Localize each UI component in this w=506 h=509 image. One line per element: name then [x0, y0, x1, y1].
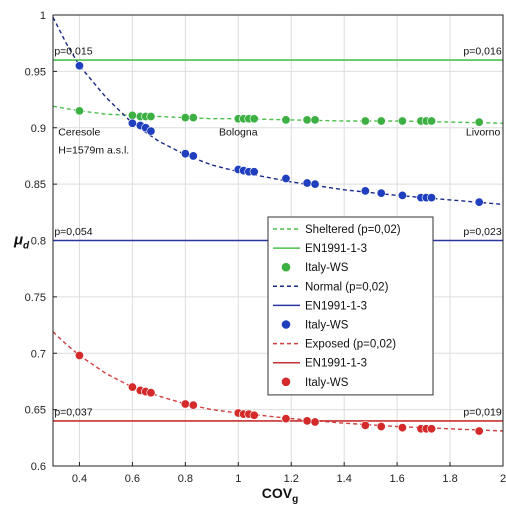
data-point — [188, 400, 198, 410]
data-point — [127, 118, 137, 128]
data-point — [249, 167, 259, 177]
legend-label: Italy-WS — [305, 262, 349, 274]
data-point — [427, 193, 437, 203]
x-tick-label: 2 — [500, 473, 506, 485]
legend-label: Italy-WS — [305, 377, 349, 389]
data-point — [188, 113, 198, 123]
y-tick-label: 0.95 — [25, 66, 46, 78]
axis-titles: COVg μd — [13, 232, 298, 506]
data-point — [397, 190, 407, 200]
data-point — [474, 197, 484, 207]
annotation-label: Livorno — [466, 127, 501, 139]
data-point — [281, 414, 291, 424]
x-tick-label: 1.8 — [442, 473, 457, 485]
data-point — [281, 115, 291, 125]
series-points — [74, 61, 484, 436]
x-tick-label: 0.6 — [125, 473, 140, 485]
legend-label: Sheltered (p=0,02) — [305, 224, 401, 236]
data-point — [474, 426, 484, 436]
data-point — [127, 382, 137, 392]
annotation-label: p=0,016 — [463, 45, 501, 57]
data-point — [74, 106, 84, 116]
data-point — [310, 115, 320, 125]
annotation-label: Ceresole — [58, 127, 100, 139]
legend-label: Exposed (p=0,02) — [305, 339, 396, 351]
data-point — [360, 420, 370, 430]
data-point — [302, 178, 312, 188]
x-axis-title: COVg — [262, 485, 298, 505]
legend-label: EN1991-1-3 — [305, 300, 367, 312]
data-point — [74, 351, 84, 361]
data-point — [397, 116, 407, 126]
data-point — [474, 117, 484, 127]
data-point — [310, 179, 320, 189]
y-tick-label: 0.7 — [31, 348, 46, 360]
y-tick-label: 0.75 — [25, 292, 46, 304]
data-point — [360, 186, 370, 196]
data-point — [427, 116, 437, 126]
data-point — [310, 417, 320, 427]
data-point — [302, 115, 312, 125]
data-point — [427, 424, 437, 434]
y-tick-label: 0.65 — [25, 405, 46, 417]
data-point — [180, 113, 190, 123]
data-point — [146, 111, 156, 121]
annotation-label: p=0,023 — [463, 226, 501, 238]
legend-label: Normal (p=0,02) — [305, 281, 389, 293]
x-tick-label: 1.2 — [284, 473, 299, 485]
tick-labels: 0.4 0.6 0.8 1 1.2 1.4 1.6 1.8 2 0.6 0.65 0.7 0.75 0.8… — [25, 10, 506, 485]
legend: Sheltered (p=0,02) EN1991-1-3 Italy-WS Norm… — [267, 216, 434, 396]
legend-label: Italy-WS — [305, 320, 349, 332]
x-tick-label: 1 — [235, 473, 241, 485]
data-point — [397, 423, 407, 433]
x-tick-label: 0.4 — [72, 473, 87, 485]
x-tick-label: 1.6 — [389, 473, 404, 485]
legend-swatch — [281, 320, 291, 329]
data-point — [249, 114, 259, 124]
data-point — [376, 188, 386, 198]
y-tick-label: 0.85 — [25, 179, 46, 191]
data-point — [146, 126, 156, 136]
x-tick-label: 0.8 — [178, 473, 193, 485]
fit-curve — [52, 16, 504, 206]
data-point — [127, 110, 137, 120]
data-point — [302, 416, 312, 426]
y-tick-label: 0.9 — [31, 123, 46, 135]
data-point — [360, 116, 370, 126]
annotation-label: p=0,015 — [54, 45, 92, 57]
legend-swatch — [281, 377, 291, 387]
plot-frame — [52, 14, 504, 467]
data-point — [188, 151, 198, 161]
annotation-label: H=1579m a.s.l. — [58, 145, 129, 157]
annotation-label: p=0,037 — [54, 406, 92, 418]
annotations: p=0,015 p=0,016 p=0,054 p=0,023 p=0,037 p=0,0… — [54, 45, 502, 418]
annotation-label: p=0,054 — [54, 226, 92, 238]
data-point — [249, 410, 259, 420]
data-point — [376, 422, 386, 432]
annotation-label: Bologna — [219, 127, 258, 139]
legend-swatch — [281, 262, 291, 272]
data-point — [146, 388, 156, 398]
data-point — [180, 149, 190, 159]
fit-curve — [52, 331, 504, 432]
y-tick-label: 0.6 — [31, 461, 46, 473]
data-point — [74, 61, 84, 71]
y-tick-label: 1 — [40, 10, 46, 22]
data-point — [281, 173, 291, 183]
annotation-label: p=0,019 — [463, 406, 501, 418]
fit-curve — [52, 105, 504, 124]
series-lines — [52, 16, 504, 432]
data-point — [376, 116, 386, 126]
data-point — [180, 399, 190, 409]
y-axis-title: μd — [13, 232, 30, 252]
y-tick-label: 0.8 — [31, 236, 46, 248]
legend-label: EN1991-1-3 — [305, 243, 367, 255]
x-tick-label: 1.4 — [337, 473, 352, 485]
legend-label: EN1991-1-3 — [305, 358, 367, 370]
